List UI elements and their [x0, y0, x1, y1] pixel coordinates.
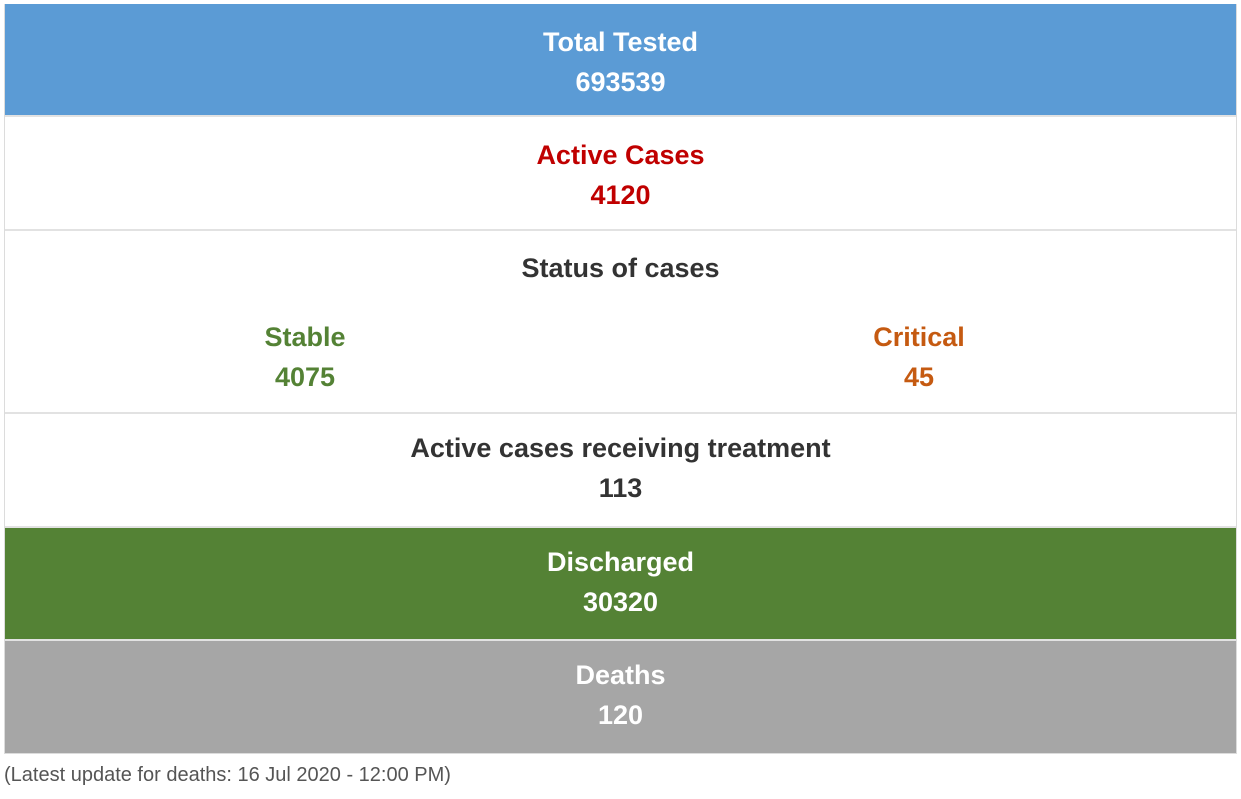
total-tested-value: 693539 — [575, 67, 666, 97]
discharged-row: Discharged 30320 — [5, 528, 1236, 641]
status-of-cases-row: Status of cases Stable 4075 Critical 45 — [5, 231, 1236, 414]
deaths-value: 120 — [597, 700, 644, 730]
receiving-treatment-label: Active cases receiving treatment — [410, 433, 831, 463]
stable-value: 4075 — [274, 362, 336, 392]
active-cases-value: 4120 — [590, 180, 651, 210]
deaths-update-footnote: (Latest update for deaths: 16 Jul 2020 -… — [4, 764, 451, 786]
stable-label: Stable — [264, 322, 346, 352]
discharged-value: 30320 — [582, 587, 659, 617]
receiving-treatment-row: Active cases receiving treatment 113 — [5, 414, 1236, 528]
critical-label: Critical — [873, 322, 965, 352]
status-of-cases-title: Status of cases — [521, 253, 720, 283]
critical-value: 45 — [903, 362, 935, 392]
covid-stats-table: Total Tested 693539 Active Cases 4120 St… — [4, 4, 1237, 754]
total-tested-label: Total Tested — [542, 27, 698, 57]
receiving-treatment-value: 113 — [598, 473, 643, 503]
stable-cases: Stable 4075 — [155, 317, 455, 397]
deaths-row: Deaths 120 — [5, 641, 1236, 754]
discharged-label: Discharged — [546, 547, 695, 577]
total-tested-row: Total Tested 693539 — [5, 4, 1236, 117]
critical-cases: Critical 45 — [769, 317, 1069, 397]
active-cases-row: Active Cases 4120 — [5, 117, 1236, 231]
active-cases-label: Active Cases — [536, 140, 705, 170]
deaths-label: Deaths — [575, 660, 666, 690]
